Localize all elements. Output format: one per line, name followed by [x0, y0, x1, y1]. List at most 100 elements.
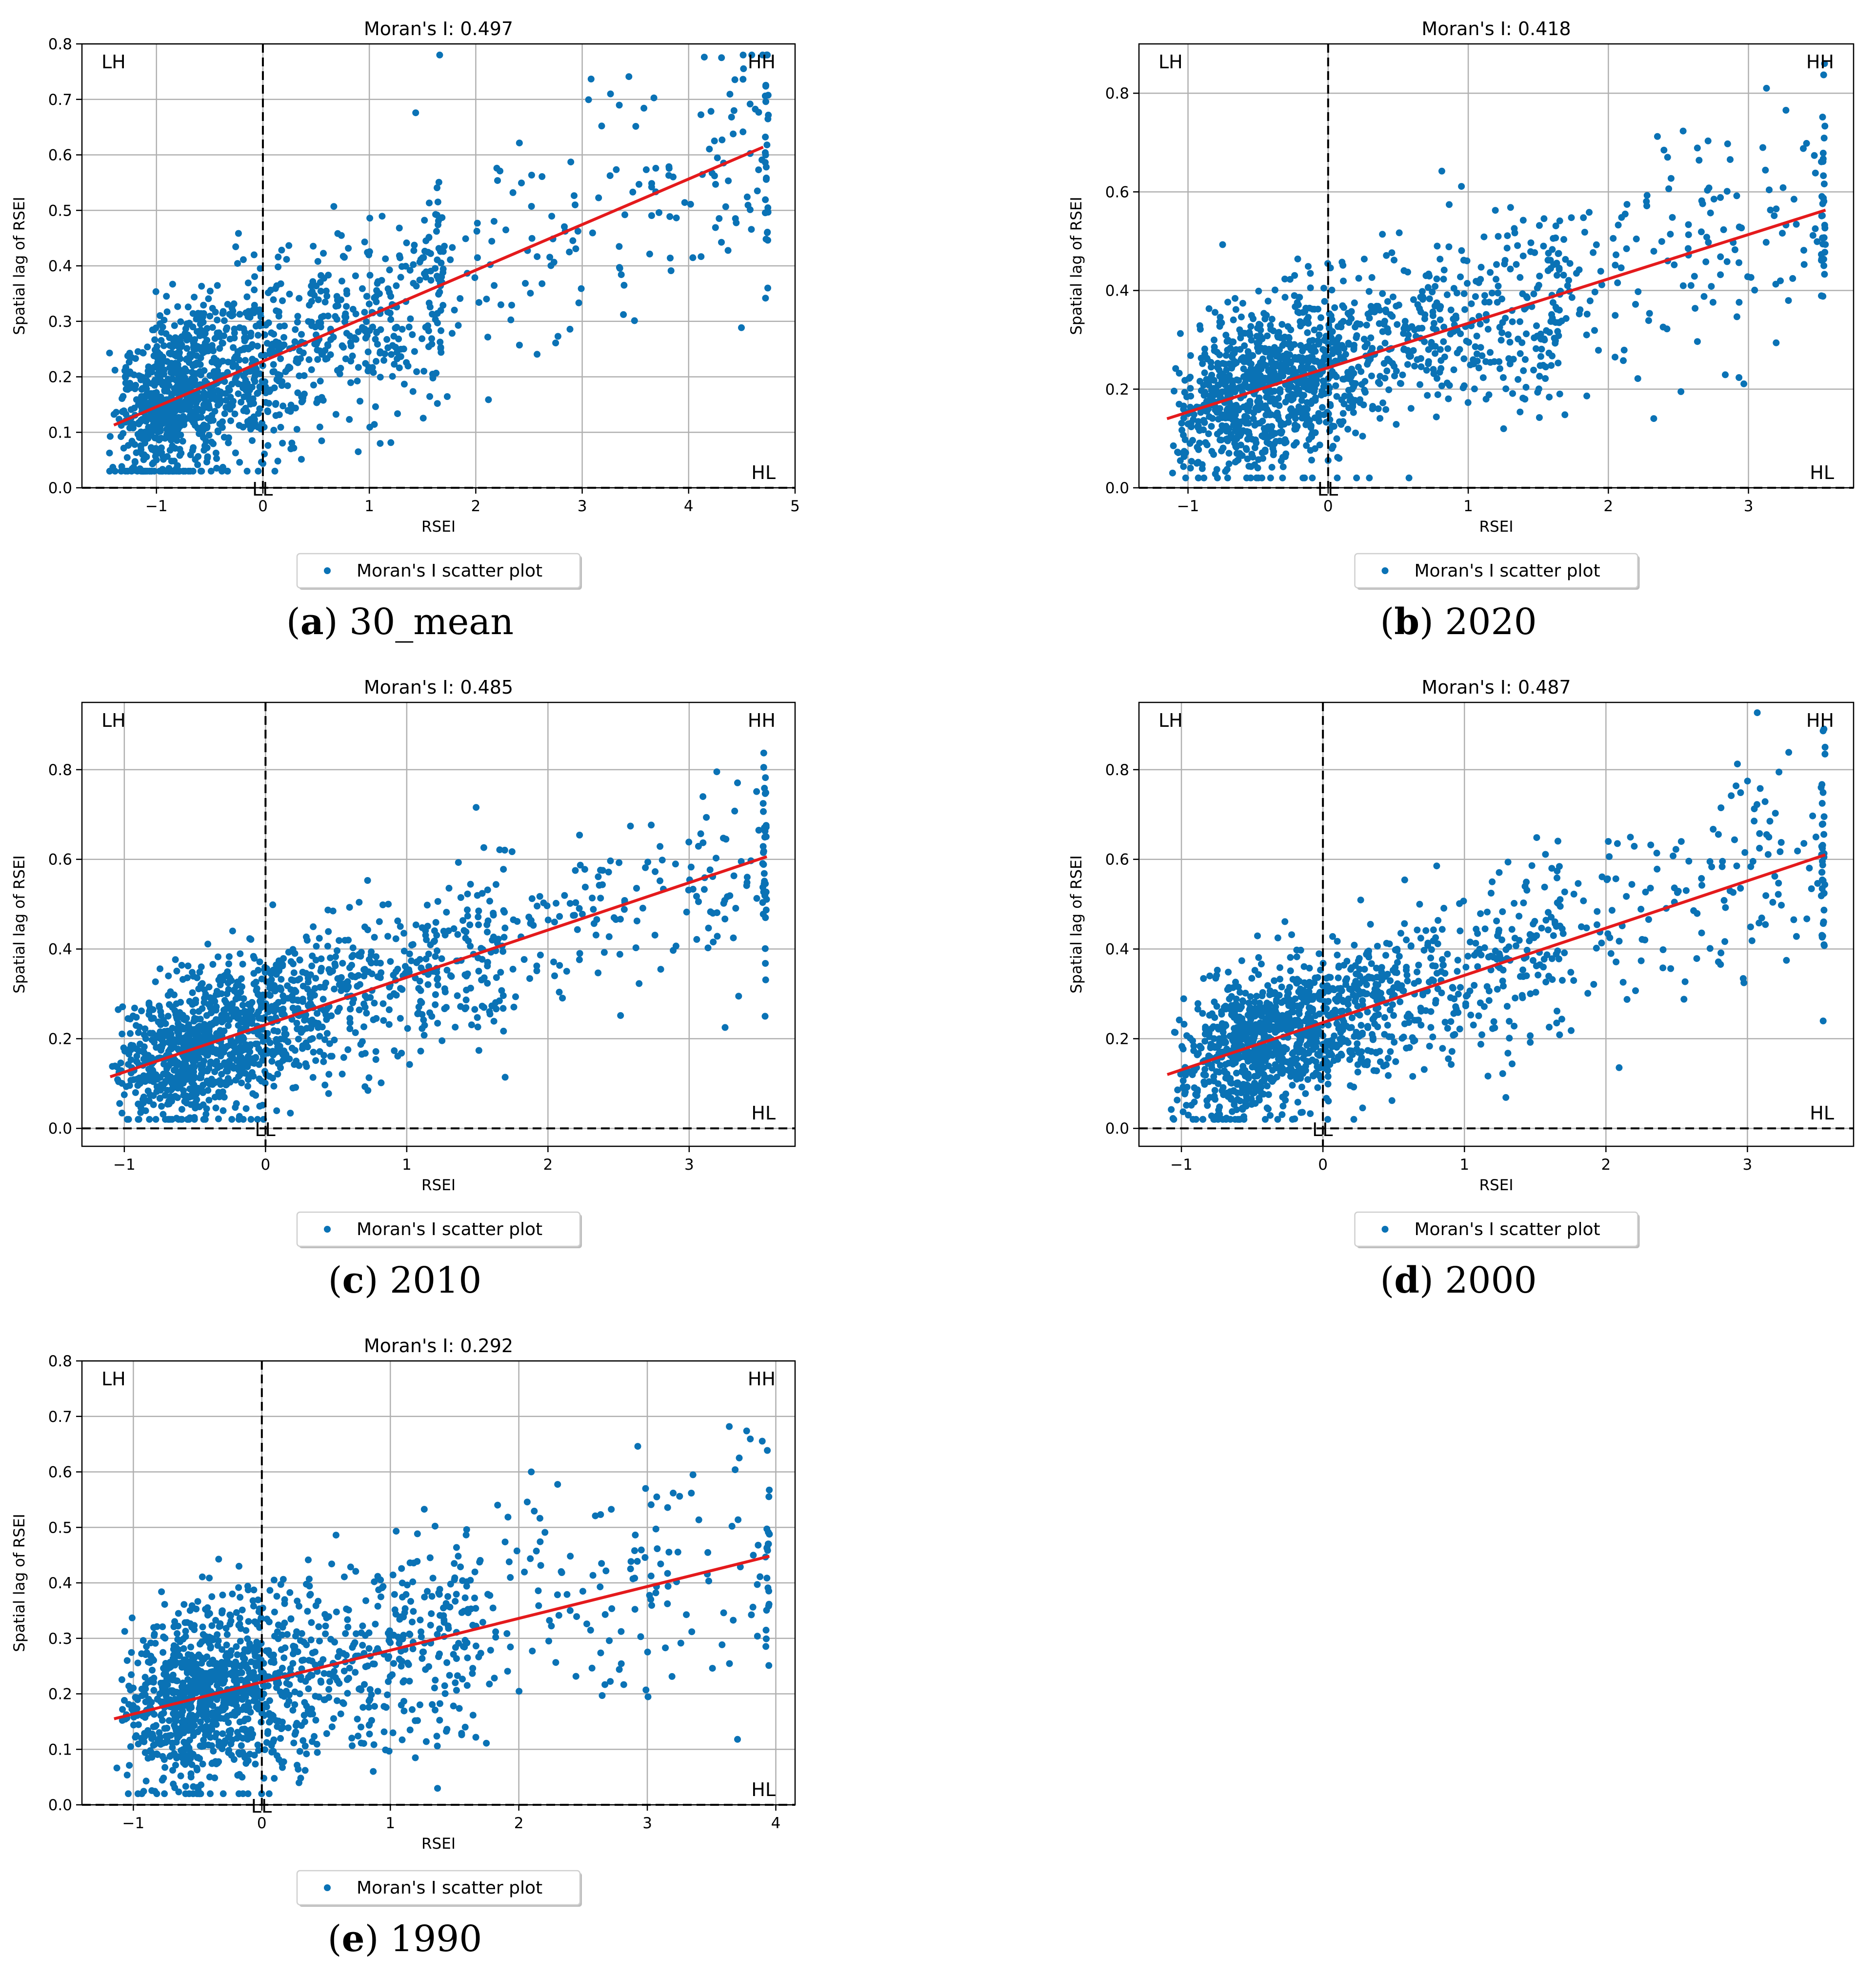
- data-point: [349, 352, 356, 359]
- caption-close-paren: ): [324, 601, 338, 643]
- data-point: [1384, 1055, 1392, 1062]
- data-point: [1621, 210, 1629, 218]
- data-point: [216, 372, 223, 379]
- data-point: [168, 458, 175, 465]
- data-point: [1493, 918, 1500, 925]
- quadrant-label-ll: LL: [255, 1119, 275, 1140]
- data-point: [162, 467, 169, 475]
- data-point: [274, 371, 281, 378]
- data-point: [762, 98, 769, 105]
- data-point: [1262, 375, 1269, 382]
- data-point: [120, 1091, 128, 1098]
- data-point: [270, 1082, 278, 1090]
- data-point: [361, 1003, 369, 1011]
- data-point: [189, 1008, 197, 1016]
- data-point: [1180, 402, 1187, 410]
- data-point: [1769, 899, 1776, 906]
- data-point: [540, 899, 547, 906]
- data-point: [732, 905, 739, 912]
- data-point: [173, 352, 180, 359]
- data-point: [1628, 881, 1636, 888]
- data-point: [343, 303, 350, 310]
- data-point: [1300, 366, 1308, 373]
- data-point: [137, 373, 144, 380]
- data-point: [198, 1065, 205, 1073]
- data-point: [158, 435, 165, 442]
- data-point: [633, 885, 640, 892]
- data-point: [217, 974, 224, 981]
- data-point: [1286, 339, 1293, 347]
- data-point: [1229, 351, 1237, 358]
- data-point: [642, 864, 649, 871]
- data-point: [1291, 354, 1298, 361]
- data-point: [1591, 288, 1598, 296]
- data-point: [1583, 331, 1590, 339]
- data-point: [423, 936, 430, 943]
- data-point: [203, 325, 211, 332]
- data-point: [1279, 342, 1286, 349]
- data-point: [474, 220, 481, 227]
- data-point: [433, 228, 440, 235]
- data-point: [394, 917, 401, 924]
- data-point: [1556, 390, 1563, 398]
- data-point: [178, 1106, 185, 1113]
- data-point: [755, 827, 762, 834]
- data-point: [1487, 269, 1494, 276]
- data-point: [1724, 140, 1731, 147]
- data-point: [360, 1023, 367, 1030]
- data-point: [1340, 304, 1347, 311]
- data-point: [215, 1115, 222, 1122]
- data-point: [1383, 367, 1391, 375]
- legend-marker: [1381, 567, 1389, 574]
- data-point: [160, 1040, 167, 1048]
- data-point: [620, 311, 627, 318]
- data-point: [721, 1024, 729, 1031]
- data-point: [1225, 450, 1233, 457]
- data-point: [1438, 167, 1445, 175]
- y-tick-label: 0.2: [1105, 381, 1129, 399]
- data-point: [743, 874, 751, 881]
- data-point: [127, 1041, 135, 1049]
- data-point: [1180, 463, 1187, 470]
- data-point: [291, 338, 299, 345]
- data-point: [1437, 256, 1444, 263]
- data-point: [200, 1022, 207, 1030]
- data-point: [357, 398, 363, 405]
- data-point: [1513, 261, 1520, 268]
- data-point: [232, 449, 239, 457]
- data-point: [207, 417, 214, 424]
- data-point: [1169, 469, 1176, 477]
- data-point: [464, 912, 471, 919]
- data-point: [501, 846, 508, 854]
- data-point: [1278, 428, 1285, 435]
- data-point: [616, 951, 623, 958]
- data-point: [122, 1083, 130, 1090]
- data-point: [313, 942, 320, 950]
- data-point: [1407, 353, 1414, 360]
- data-point: [1498, 936, 1505, 943]
- quadrant-label-ll: LL: [1317, 479, 1338, 500]
- data-point: [175, 1080, 181, 1087]
- plot-frame: [81, 701, 796, 1147]
- data-point: [762, 888, 769, 896]
- data-point: [1549, 299, 1557, 306]
- data-point: [1376, 320, 1383, 327]
- data-point: [303, 1025, 310, 1032]
- data-point: [646, 250, 653, 258]
- caption-letter: c: [342, 1259, 364, 1301]
- data-point: [1288, 383, 1295, 390]
- data-point: [466, 921, 474, 928]
- data-point: [1429, 312, 1437, 320]
- data-point: [274, 1071, 281, 1078]
- data-point: [1440, 323, 1448, 331]
- data-point: [127, 1030, 134, 1037]
- data-point: [233, 1100, 240, 1107]
- data-point: [292, 988, 299, 995]
- regression-line: [113, 145, 764, 427]
- data-point: [1238, 452, 1246, 459]
- data-point: [760, 808, 767, 815]
- data-point: [1614, 279, 1621, 286]
- data-point: [180, 1059, 187, 1067]
- data-point: [312, 1057, 319, 1064]
